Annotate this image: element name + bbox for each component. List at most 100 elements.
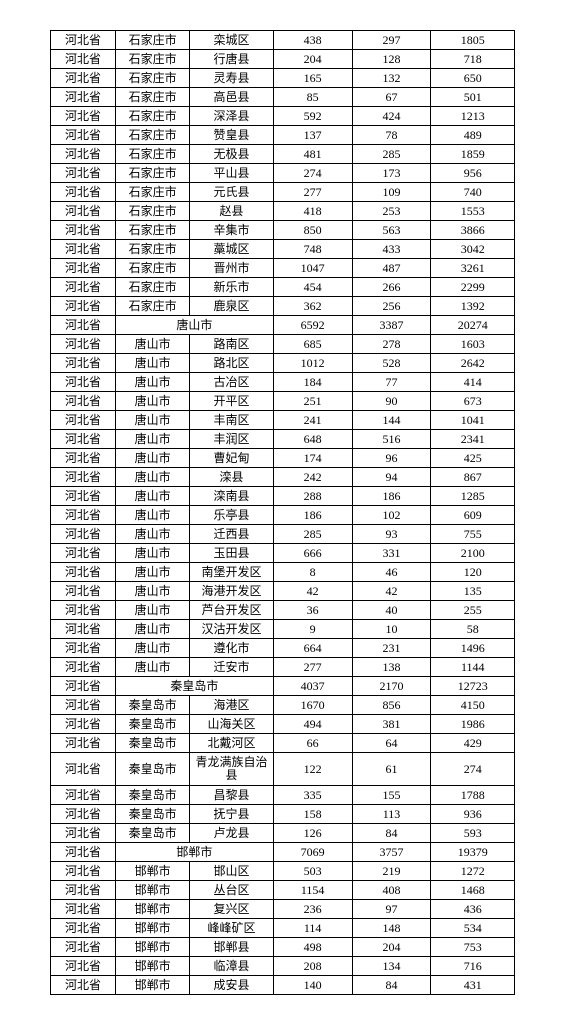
table-row: 河北省秦皇岛市昌黎县3351551788 bbox=[51, 786, 515, 805]
cell-province: 河北省 bbox=[51, 449, 116, 468]
cell-value: 77 bbox=[352, 373, 431, 392]
cell-value: 716 bbox=[431, 957, 515, 976]
cell-value: 850 bbox=[273, 221, 352, 240]
cell-value: 173 bbox=[352, 164, 431, 183]
cell-district: 乐亭县 bbox=[190, 506, 274, 525]
cell-value: 4150 bbox=[431, 696, 515, 715]
cell-value: 1285 bbox=[431, 487, 515, 506]
cell-value: 285 bbox=[273, 525, 352, 544]
cell-province: 河北省 bbox=[51, 938, 116, 957]
cell-value: 122 bbox=[273, 753, 352, 786]
cell-value: 487 bbox=[352, 259, 431, 278]
cell-value: 96 bbox=[352, 449, 431, 468]
table-row: 河北省唐山市丰润区6485162341 bbox=[51, 430, 515, 449]
cell-district: 丰南区 bbox=[190, 411, 274, 430]
cell-value: 266 bbox=[352, 278, 431, 297]
cell-value: 534 bbox=[431, 919, 515, 938]
cell-value: 1805 bbox=[431, 31, 515, 50]
cell-value: 274 bbox=[273, 164, 352, 183]
cell-value: 97 bbox=[352, 900, 431, 919]
cell-province: 河北省 bbox=[51, 468, 116, 487]
cell-province: 河北省 bbox=[51, 88, 116, 107]
cell-district: 晋州市 bbox=[190, 259, 274, 278]
cell-value: 64 bbox=[352, 734, 431, 753]
table-row: 河北省石家庄市栾城区4382971805 bbox=[51, 31, 515, 50]
table-row: 河北省唐山市海港开发区4242135 bbox=[51, 582, 515, 601]
cell-province: 河北省 bbox=[51, 753, 116, 786]
cell-value: 1859 bbox=[431, 145, 515, 164]
cell-city: 邯郸市 bbox=[115, 938, 189, 957]
cell-district: 海港区 bbox=[190, 696, 274, 715]
cell-value: 856 bbox=[352, 696, 431, 715]
table-row: 河北省唐山市6592338720274 bbox=[51, 316, 515, 335]
cell-district: 平山县 bbox=[190, 164, 274, 183]
cell-province: 河北省 bbox=[51, 297, 116, 316]
cell-value: 755 bbox=[431, 525, 515, 544]
cell-city-summary: 唐山市 bbox=[115, 316, 273, 335]
cell-district: 海港开发区 bbox=[190, 582, 274, 601]
cell-value: 489 bbox=[431, 126, 515, 145]
cell-value: 251 bbox=[273, 392, 352, 411]
cell-district: 丛台区 bbox=[190, 881, 274, 900]
cell-city: 秦皇岛市 bbox=[115, 715, 189, 734]
cell-value: 2100 bbox=[431, 544, 515, 563]
cell-value: 1496 bbox=[431, 639, 515, 658]
cell-province: 河北省 bbox=[51, 805, 116, 824]
cell-value: 253 bbox=[352, 202, 431, 221]
table-row: 河北省石家庄市高邑县8567501 bbox=[51, 88, 515, 107]
cell-district: 山海关区 bbox=[190, 715, 274, 734]
cell-value: 1041 bbox=[431, 411, 515, 430]
cell-value: 8 bbox=[273, 563, 352, 582]
cell-district: 汉沽开发区 bbox=[190, 620, 274, 639]
cell-district: 抚宁县 bbox=[190, 805, 274, 824]
table-row: 河北省石家庄市平山县274173956 bbox=[51, 164, 515, 183]
cell-value: 42 bbox=[273, 582, 352, 601]
table-row: 河北省唐山市滦南县2881861285 bbox=[51, 487, 515, 506]
table-row: 河北省邯郸市峰峰矿区114148534 bbox=[51, 919, 515, 938]
cell-value: 381 bbox=[352, 715, 431, 734]
cell-province: 河北省 bbox=[51, 957, 116, 976]
cell-province: 河北省 bbox=[51, 316, 116, 335]
table-row: 河北省石家庄市元氏县277109740 bbox=[51, 183, 515, 202]
cell-province: 河北省 bbox=[51, 31, 116, 50]
cell-value: 174 bbox=[273, 449, 352, 468]
cell-value: 481 bbox=[273, 145, 352, 164]
cell-district: 迁安市 bbox=[190, 658, 274, 677]
cell-value: 6592 bbox=[273, 316, 352, 335]
cell-province: 河北省 bbox=[51, 202, 116, 221]
cell-district: 开平区 bbox=[190, 392, 274, 411]
cell-province: 河北省 bbox=[51, 335, 116, 354]
cell-city: 邯郸市 bbox=[115, 862, 189, 881]
cell-province: 河北省 bbox=[51, 715, 116, 734]
cell-province: 河北省 bbox=[51, 976, 116, 995]
cell-district: 栾城区 bbox=[190, 31, 274, 50]
cell-value: 148 bbox=[352, 919, 431, 938]
cell-value: 1468 bbox=[431, 881, 515, 900]
cell-value: 718 bbox=[431, 50, 515, 69]
cell-city: 秦皇岛市 bbox=[115, 786, 189, 805]
cell-value: 113 bbox=[352, 805, 431, 824]
cell-value: 135 bbox=[431, 582, 515, 601]
cell-value: 436 bbox=[431, 900, 515, 919]
table-row: 河北省唐山市开平区25190673 bbox=[51, 392, 515, 411]
table-row: 河北省唐山市路南区6852781603 bbox=[51, 335, 515, 354]
cell-district: 成安县 bbox=[190, 976, 274, 995]
cell-value: 144 bbox=[352, 411, 431, 430]
cell-value: 208 bbox=[273, 957, 352, 976]
cell-value: 9 bbox=[273, 620, 352, 639]
cell-city: 邯郸市 bbox=[115, 919, 189, 938]
cell-district: 无极县 bbox=[190, 145, 274, 164]
cell-value: 158 bbox=[273, 805, 352, 824]
cell-value: 256 bbox=[352, 297, 431, 316]
cell-value: 503 bbox=[273, 862, 352, 881]
table-row: 河北省邯郸市临漳县208134716 bbox=[51, 957, 515, 976]
cell-value: 138 bbox=[352, 658, 431, 677]
cell-value: 274 bbox=[431, 753, 515, 786]
cell-province: 河北省 bbox=[51, 677, 116, 696]
cell-city: 邯郸市 bbox=[115, 976, 189, 995]
cell-value: 120 bbox=[431, 563, 515, 582]
cell-value: 241 bbox=[273, 411, 352, 430]
cell-value: 335 bbox=[273, 786, 352, 805]
cell-value: 408 bbox=[352, 881, 431, 900]
cell-city: 石家庄市 bbox=[115, 202, 189, 221]
